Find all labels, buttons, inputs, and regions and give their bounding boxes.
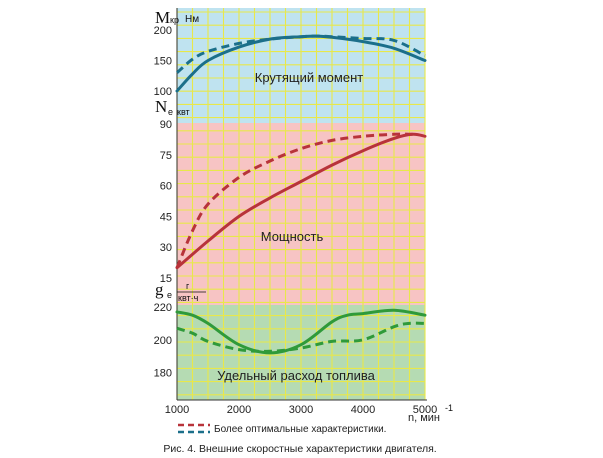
power-solid-series-line (175, 132, 427, 270)
axis-labels: 100 150 200 15 30 45 60 75 90 180 200 220 1000 2000 30… (154, 25, 438, 416)
fuel-panel-label: Удельный расход топлива (217, 368, 376, 383)
torque-axis-title: M кр Нм (155, 8, 199, 27)
x-tick-label: 2000 (227, 404, 251, 416)
torque-symbol: M (155, 8, 170, 27)
power-y-tick-label: 75 (160, 150, 172, 162)
series-lines (175, 34, 427, 355)
torque-y-tick-label: 100 (154, 86, 172, 98)
figure-caption: Рис. 4. Внешние скоростные характеристик… (163, 443, 436, 455)
torque-y-tick-label: 200 (154, 25, 172, 37)
power-panel-label: Мощность (261, 229, 324, 244)
fuel-y-tick-label: 220 (154, 302, 172, 314)
x-tick-label: 3000 (289, 404, 313, 416)
fuel-symbol: g (155, 280, 164, 299)
torque-dashed-series-line (176, 34, 426, 74)
fuel-axis-title: g е г квт·ч (155, 280, 206, 303)
fuel-solid-series-line (175, 308, 427, 355)
power-symbol: N (155, 97, 167, 116)
power-y-tick-label: 45 (160, 211, 172, 223)
x-tick-label: 1000 (165, 404, 189, 416)
power-y-tick-label: 60 (160, 181, 172, 193)
x-axis-label: n, мин (408, 412, 440, 424)
fuel-symbol-subscript: е (167, 290, 172, 300)
torque-y-tick-label: 150 (154, 56, 172, 68)
legend-text: Более оптимальные характеристики. (214, 424, 386, 435)
power-y-tick-label: 90 (160, 119, 172, 131)
grid-lines (176, 8, 427, 401)
fuel-dashed-series-line (176, 321, 426, 353)
power-symbol-subscript: е (168, 107, 173, 117)
x-tick-label: 5000 (413, 404, 437, 416)
x-axis-exponent: -1 (445, 403, 453, 413)
power-dashed-series-line (175, 132, 413, 269)
power-y-tick-label: 30 (160, 242, 172, 254)
legend: Более оптимальные характеристики. (178, 423, 386, 435)
fuel-unit-denominator: квт·ч (178, 293, 199, 303)
fuel-unit-numerator: г (186, 281, 190, 291)
fuel-y-tick-label: 180 (154, 368, 172, 380)
power-axis-title: N е квт (155, 97, 190, 117)
torque-panel-label: Крутящий момент (255, 70, 363, 85)
x-tick-label: 4000 (351, 404, 375, 416)
torque-unit: Нм (185, 14, 199, 25)
power-y-tick-label: 15 (160, 273, 172, 285)
torque-symbol-subscript: кр (170, 15, 179, 25)
fuel-y-tick-label: 200 (154, 335, 172, 347)
power-unit: квт (177, 107, 190, 117)
